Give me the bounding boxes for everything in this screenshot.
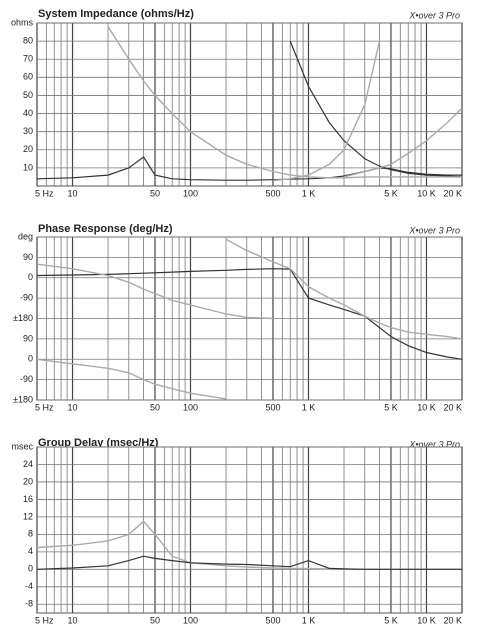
brand: X•over 3 Pro (408, 225, 460, 235)
x-tick-label: 5 Hz (35, 188, 54, 198)
x-tick-label: 100 (183, 615, 198, 625)
y-tick-label: 20 (23, 144, 33, 154)
y-tick-label: 90 (23, 333, 33, 343)
y-tick-label: 24 (23, 459, 33, 469)
y-tick-label: 0 (28, 564, 33, 574)
x-tick-label: 5 K (384, 188, 398, 198)
y-tick-label: 0 (28, 272, 33, 282)
y-tick-label: 80 (23, 35, 33, 45)
x-tick-label: 50 (150, 615, 160, 625)
y-tick-label: 8 (28, 529, 33, 539)
y-tick-label: ohms (11, 17, 34, 27)
x-tick-label: 5 K (384, 402, 398, 412)
y-tick-label: -8 (25, 599, 33, 609)
y-tick-label: -4 (25, 581, 33, 591)
x-tick-label: 5 Hz (35, 402, 54, 412)
y-tick-label: 12 (23, 511, 33, 521)
brand: X•over 3 Pro (408, 10, 460, 20)
x-tick-label: 10 (68, 402, 78, 412)
x-tick-label: 50 (150, 188, 160, 198)
x-tick-label: 5 K (384, 615, 398, 625)
y-tick-label: -90 (20, 293, 33, 303)
y-tick-label: ±180 (13, 313, 33, 323)
series-line (289, 40, 462, 178)
plot-area (36, 22, 463, 187)
x-tick-label: 10 K (417, 188, 436, 198)
y-tick-label: 50 (23, 90, 33, 100)
series-line (37, 555, 462, 570)
x-tick-label: 500 (265, 188, 280, 198)
plot-area (36, 446, 463, 614)
chart-title: Phase Response (deg/Hz) (38, 223, 173, 235)
x-tick-label: 100 (183, 188, 198, 198)
series-line (37, 263, 274, 320)
x-tick-label: 5 Hz (35, 615, 54, 625)
series-line (107, 26, 462, 179)
y-tick-label: 30 (23, 126, 33, 136)
series-line (225, 238, 462, 340)
chart-title: System Impedance (ohms/Hz) (38, 8, 194, 20)
y-tick-label: deg (18, 231, 33, 241)
y-tick-label: 20 (23, 476, 33, 486)
y-tick-label: 16 (23, 494, 33, 504)
x-tick-label: 100 (183, 402, 198, 412)
y-tick-label: ±180 (13, 394, 33, 404)
series-line (37, 268, 462, 360)
series-line (343, 107, 462, 178)
y-tick-label: -90 (20, 374, 33, 384)
x-tick-label: 1 K (302, 615, 316, 625)
y-tick-label: 10 (23, 162, 33, 172)
y-tick-label: 0 (28, 354, 33, 364)
x-tick-label: 20 K (443, 615, 462, 625)
x-tick-label: 1 K (302, 402, 316, 412)
x-tick-label: 10 K (417, 615, 436, 625)
y-tick-label: msec (11, 441, 33, 451)
x-tick-label: 50 (150, 402, 160, 412)
chart-title: Group Delay (msec/Hz) (38, 437, 159, 449)
y-tick-label: 60 (23, 72, 33, 82)
x-tick-label: 10 (68, 615, 78, 625)
x-tick-label: 10 K (417, 402, 436, 412)
series-line (272, 40, 381, 182)
brand: X•over 3 Pro (408, 439, 460, 449)
y-tick-label: 40 (23, 108, 33, 118)
x-tick-label: 1 K (302, 188, 316, 198)
x-tick-label: 20 K (443, 188, 462, 198)
x-tick-label: 20 K (443, 402, 462, 412)
x-tick-label: 500 (265, 402, 280, 412)
y-tick-label: 90 (23, 252, 33, 262)
series-line (37, 358, 227, 400)
x-tick-label: 10 (68, 188, 78, 198)
x-tick-label: 500 (265, 615, 280, 625)
y-tick-label: 4 (28, 546, 33, 556)
y-tick-label: 70 (23, 54, 33, 64)
